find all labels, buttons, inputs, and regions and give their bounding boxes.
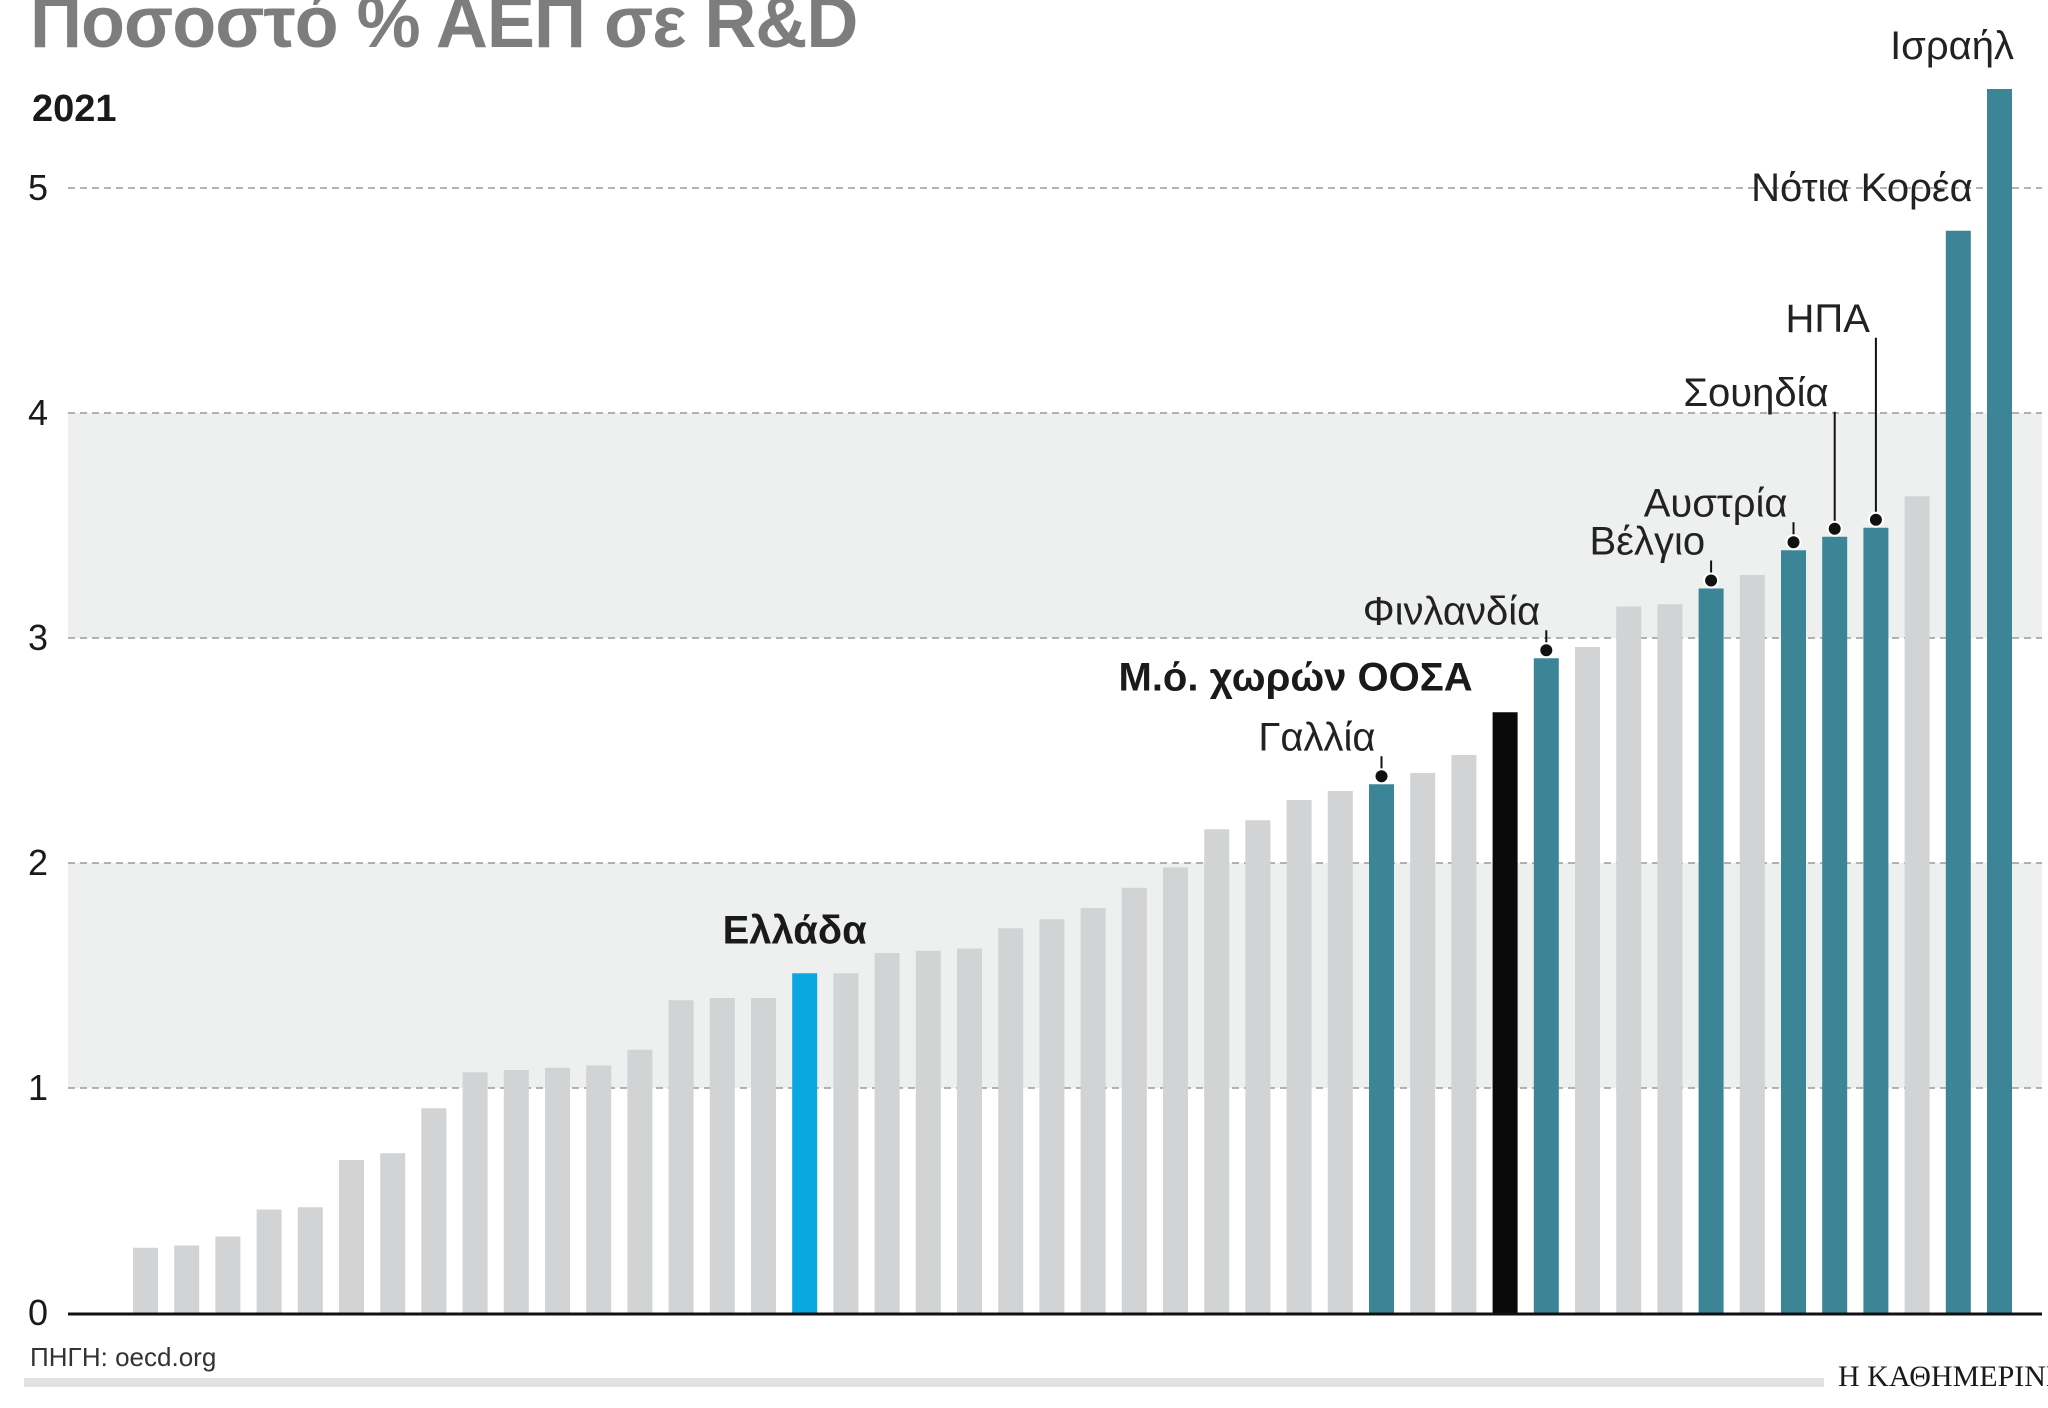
bar-label-34: Μ.ό. χωρών ΟΟΣΑ <box>1119 655 1473 699</box>
bar-3 <box>215 1236 241 1313</box>
bar-label-39: Βέλγιο <box>1589 520 1705 564</box>
y-tick-label-4: 4 <box>28 392 48 433</box>
leader-dot-43 <box>1867 511 1884 528</box>
bar-20 <box>915 950 941 1313</box>
bar-1 <box>133 1247 158 1313</box>
bars <box>133 89 2012 1313</box>
leader-dot-42 <box>1826 520 1843 537</box>
source-note: ΠΗΓΗ: oecd.org <box>30 1342 217 1372</box>
bar-13 <box>627 1049 653 1313</box>
bar-9 <box>462 1072 488 1313</box>
bar-37 <box>1616 606 1642 1313</box>
bar-30 <box>1327 791 1353 1313</box>
bar-label-35: Φινλανδία <box>1363 589 1541 633</box>
bar-26 <box>1163 867 1188 1313</box>
bar-28 <box>1245 820 1271 1313</box>
bar-label-43: ΗΠΑ <box>1785 297 1870 341</box>
bar-33 <box>1451 755 1477 1313</box>
bar-41 <box>1781 550 1806 1313</box>
bar-14 <box>668 1000 694 1313</box>
y-tick-label-2: 2 <box>28 842 48 883</box>
bar-17 <box>792 973 818 1313</box>
bar-22 <box>998 928 1024 1313</box>
leader-dot-39 <box>1703 572 1720 589</box>
bar-18 <box>833 973 859 1313</box>
bar-35 <box>1533 658 1559 1313</box>
leader-dot-41 <box>1785 534 1802 551</box>
bar-38 <box>1657 604 1683 1313</box>
bar-label-31: Γαλλία <box>1258 715 1375 759</box>
bar-5 <box>297 1207 323 1313</box>
bar-label-45: Νότια Κορέα <box>1751 166 1973 210</box>
bar-8 <box>421 1108 447 1313</box>
bar-21 <box>957 948 982 1313</box>
bar-11 <box>545 1067 570 1313</box>
bar-label-42: Σουηδία <box>1683 371 1828 415</box>
bar-43 <box>1863 527 1889 1313</box>
bar-24 <box>1080 908 1106 1313</box>
chart-subtitle-year: 2021 <box>32 88 117 130</box>
bar-12 <box>586 1065 612 1313</box>
leader-dot-35 <box>1538 642 1555 659</box>
bar-42 <box>1822 536 1848 1313</box>
bar-31 <box>1369 784 1394 1313</box>
bar-29 <box>1286 800 1312 1313</box>
bar-2 <box>174 1245 200 1313</box>
bar-44 <box>1904 496 1930 1313</box>
y-tick-label-1: 1 <box>28 1067 48 1108</box>
bar-4 <box>256 1209 282 1313</box>
bar-34 <box>1492 712 1518 1313</box>
bar-36 <box>1575 647 1600 1313</box>
bar-27 <box>1204 829 1230 1313</box>
bar-label-41: Αυστρία <box>1644 481 1788 525</box>
bar-39 <box>1698 588 1724 1313</box>
bar-25 <box>1121 887 1147 1313</box>
bar-10 <box>503 1070 529 1313</box>
bar-23 <box>1039 919 1065 1313</box>
y-tick-label-0: 0 <box>28 1292 48 1333</box>
leader-dot-31 <box>1373 768 1390 785</box>
y-tick-label-3: 3 <box>28 617 48 658</box>
y-axis-ticks: 0 1 2 3 4 5 <box>28 167 48 1333</box>
y-tick-label-5: 5 <box>28 167 48 208</box>
bar-45 <box>1945 230 1971 1313</box>
publisher-logo: Η ΚΑΘΗΜΕΡΙΝΗ <box>1838 1360 2048 1393</box>
bar-6 <box>339 1160 364 1313</box>
bar-40 <box>1739 575 1765 1313</box>
footer-divider <box>24 1378 1824 1387</box>
bar-label-46: Ισραήλ <box>1890 24 2014 68</box>
chart-title: Ποσοστό % ΑΕΠ σε R&D <box>30 0 858 63</box>
bar-32 <box>1410 773 1436 1313</box>
bar-label-17: Ελλάδα <box>723 908 868 952</box>
bar-15 <box>709 998 735 1313</box>
bar-46 <box>1987 89 2012 1313</box>
callouts: Ελλάδα Γαλλία Μ.ό. χωρών ΟΟΣΑ Φινλανδία Βέλγ… <box>723 24 2014 952</box>
bar-7 <box>380 1153 406 1313</box>
bar-19 <box>874 953 900 1313</box>
bar-16 <box>751 998 776 1313</box>
